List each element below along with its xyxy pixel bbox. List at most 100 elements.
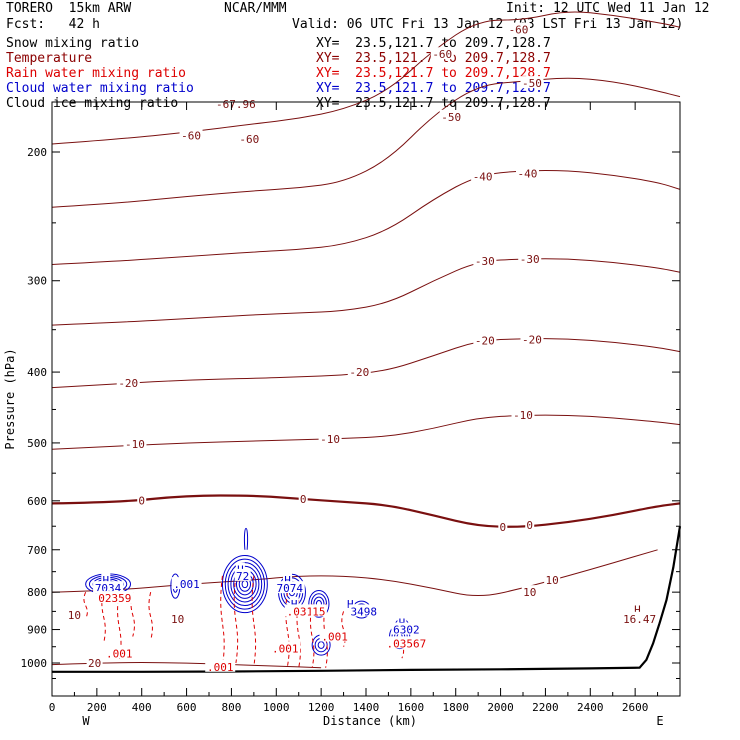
cloud-water-label: 7074 bbox=[276, 582, 303, 595]
rain-water-contour bbox=[148, 592, 153, 641]
rain-water-contour bbox=[285, 592, 290, 667]
cloud-water-label-bg bbox=[171, 577, 202, 590]
legend-cloud-ice: Cloud ice mixing ratio bbox=[6, 96, 179, 111]
isotherm-label: -50 bbox=[441, 111, 461, 124]
cloud-water-label: H bbox=[347, 598, 354, 611]
cloud-water-label-bg bbox=[234, 568, 251, 581]
isotherm-label-bg bbox=[473, 254, 497, 267]
isotherm-label-bg bbox=[430, 47, 454, 60]
isotherm-label-bg bbox=[473, 333, 497, 346]
cloud-water-label-bg bbox=[235, 562, 245, 575]
rain-water-label: .001 bbox=[106, 647, 133, 660]
isotherm-label-bg bbox=[123, 437, 147, 450]
isotherm-label: -20 bbox=[475, 334, 495, 347]
y-tick-label: 700 bbox=[27, 544, 47, 557]
x-tick-label: 2200 bbox=[532, 701, 559, 714]
x-end-label-east: E bbox=[656, 714, 663, 728]
x-tick-label: 1400 bbox=[353, 701, 380, 714]
isotherm-minus-10 bbox=[51, 414, 681, 450]
isotherm-label: -60 bbox=[509, 24, 529, 37]
fcst-label: Fcst: 42 h bbox=[6, 17, 100, 32]
legend-cloud-ice-xy: XY= 23.5,121.7 to 209.7,128.7 bbox=[316, 96, 551, 111]
legend-rain: Rain water mixing ratio bbox=[6, 66, 187, 81]
rain-water-label: .03567 bbox=[386, 637, 426, 650]
x-tick-label: 1200 bbox=[308, 701, 335, 714]
isotherm-label-bg bbox=[439, 109, 463, 122]
isotherm-label: 0 bbox=[500, 521, 507, 534]
isotherm-label-bg bbox=[507, 22, 531, 35]
isotherm-label: 10 bbox=[68, 609, 81, 622]
rain-water-contour bbox=[220, 575, 225, 667]
cloud-water-contour bbox=[221, 555, 268, 614]
isotherm-label: 10 bbox=[523, 586, 536, 599]
isotherm-label-bg bbox=[298, 492, 308, 505]
y-tick-label: 400 bbox=[27, 366, 47, 379]
x-tick-label: 1000 bbox=[263, 701, 290, 714]
rain-water-label: .001 bbox=[207, 661, 234, 674]
cloud-water-label: H bbox=[103, 574, 110, 587]
rain-water-contour bbox=[341, 611, 346, 647]
isotherm-label: -50 bbox=[522, 77, 542, 90]
isotherm-label-bg bbox=[518, 251, 542, 264]
isotherm-label-bg bbox=[179, 128, 203, 141]
cloud-water-contour bbox=[317, 641, 325, 649]
x-axis-label: Distance (km) bbox=[323, 714, 417, 728]
isotherm-label: -10 bbox=[125, 438, 145, 451]
isotherm-label: -40 bbox=[518, 167, 538, 180]
rain-water-label-bg bbox=[104, 646, 135, 659]
isotherm-10 bbox=[51, 549, 658, 597]
isotherm-label-bg bbox=[137, 493, 147, 506]
isotherm-label-bg bbox=[318, 432, 342, 445]
x-end-label-west: W bbox=[82, 714, 90, 728]
isotherm-label: -20 bbox=[118, 377, 138, 390]
isotherm-label-bg bbox=[347, 365, 371, 378]
x-tick-label: 400 bbox=[132, 701, 152, 714]
cloud-water-tower bbox=[243, 527, 249, 550]
y-tick-label: 900 bbox=[27, 624, 47, 637]
isotherm-0 bbox=[51, 494, 681, 528]
isotherm-label-bg bbox=[525, 518, 535, 531]
valid-label: Valid: 06 UTC Fri 13 Jan 12 (03 LST Fri … bbox=[292, 17, 684, 32]
isotherm-label: 20 bbox=[88, 657, 101, 670]
cloud-water-label-bg bbox=[283, 573, 292, 586]
cloud-water-label-bg bbox=[345, 596, 355, 609]
legend-snow-xy: XY= 23.5,121.7 to 209.7,128.7 bbox=[316, 36, 551, 51]
isotherm-label-bg bbox=[498, 520, 508, 533]
rain-water-contour bbox=[83, 591, 88, 619]
isotherm-label-bg bbox=[169, 611, 186, 624]
x-tick-label: 800 bbox=[221, 701, 241, 714]
rain-water-label-bg bbox=[270, 641, 301, 654]
center-label: NCAR/MMM bbox=[224, 1, 287, 16]
rain-water-label: .001 bbox=[272, 642, 299, 655]
legend-cloud-water: Cloud water mixing ratio bbox=[6, 81, 194, 96]
isotherm-label: -10 bbox=[513, 409, 533, 422]
isotherm-label: -20 bbox=[349, 366, 369, 379]
y-tick-label: 500 bbox=[27, 437, 47, 450]
isotherm-minus-20 bbox=[51, 338, 681, 389]
cloud-water-label: 72 bbox=[236, 570, 249, 583]
isotherm-label: -30 bbox=[520, 253, 540, 266]
rain-water-label: .001 bbox=[321, 631, 348, 644]
x-tick-label: 2400 bbox=[577, 701, 604, 714]
legend-temperature: Temperature bbox=[6, 51, 93, 66]
isotherm-20 bbox=[51, 662, 322, 669]
model-label: TORERO 15km ARW bbox=[6, 1, 132, 16]
x-tick-label: 1600 bbox=[398, 701, 425, 714]
legend-snow: Snow mixing ratio bbox=[6, 36, 140, 51]
isotherm-label: -20 bbox=[522, 334, 542, 347]
x-tick-label: 0 bbox=[49, 701, 56, 714]
isotherm-label: -10 bbox=[320, 433, 340, 446]
rain-water-label-bg bbox=[96, 591, 134, 604]
isotherm-label-bg bbox=[213, 97, 258, 110]
isotherm-minus-60 bbox=[51, 11, 681, 145]
isotherm-label: H bbox=[634, 604, 641, 617]
cloud-water-label: 3498 bbox=[351, 605, 378, 618]
x-tick-label: 200 bbox=[87, 701, 107, 714]
isotherm-label: 10 bbox=[546, 574, 559, 587]
isotherm-label: -60 bbox=[432, 48, 452, 61]
cloud-water-label-bg bbox=[391, 622, 422, 635]
isotherm-label-bg bbox=[237, 132, 261, 145]
rain-water-contour bbox=[251, 575, 257, 667]
x-tick-label: 2600 bbox=[622, 701, 649, 714]
